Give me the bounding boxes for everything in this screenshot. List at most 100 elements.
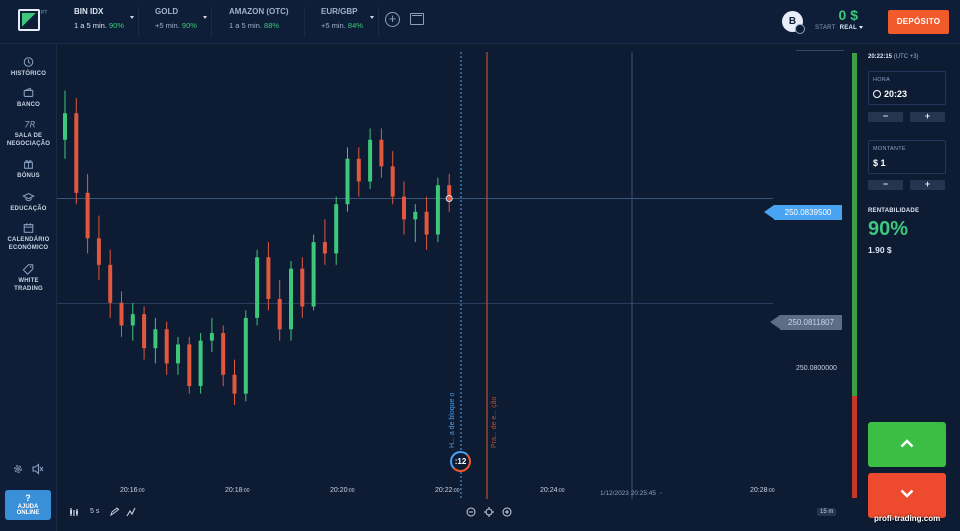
reference-price-tag: 250.0811807 <box>770 315 842 330</box>
account-mode-switch[interactable]: START REAL <box>815 25 864 31</box>
calendar-icon <box>23 223 34 233</box>
chevron-down-icon[interactable] <box>130 16 134 19</box>
candle-body <box>266 257 271 299</box>
zoom-reset-icon[interactable] <box>484 507 494 517</box>
wallet-icon <box>23 87 34 97</box>
current-price-tag: 250.0839500 <box>764 205 842 220</box>
countdown-timer: :12 <box>450 451 471 472</box>
trade-panel: 20:22:15 (UTC +3) HORA 20:23 − + MONTANT… <box>862 44 960 531</box>
candle-body <box>289 268 293 330</box>
add-asset-button[interactable]: + <box>385 12 400 27</box>
profit-value: 1.90 $ <box>868 245 892 255</box>
mode-real[interactable]: REAL <box>839 25 858 31</box>
asset-tab-gold[interactable]: GOLD +5 min. 90% <box>145 7 212 37</box>
asset-timing: 1 a 5 min. 88% <box>229 21 280 30</box>
candle-body <box>255 257 260 318</box>
expiration-label: Pra... de e... ção <box>491 396 498 448</box>
asset-tab-bin-idx[interactable]: BIN IDX 1 a 5 min. 90% <box>64 7 139 37</box>
expiry-time-field[interactable]: HORA 20:23 <box>868 71 946 105</box>
deposit-button[interactable]: DEPÓSITO <box>888 10 949 34</box>
sidebar-item-bonus[interactable]: BÓNUS <box>0 158 57 180</box>
asset-name: BIN IDX <box>74 7 104 16</box>
sidebar-item-label: CALENDÁRIO ECONÓMICO <box>7 237 50 251</box>
time-tick: 20:16:00 <box>120 487 145 494</box>
asset-name: GOLD <box>155 7 179 16</box>
speaker-icon[interactable] <box>32 463 44 475</box>
timeframe-button[interactable]: 5 s <box>90 508 100 515</box>
tag-icon <box>22 264 34 275</box>
mode-start[interactable]: START <box>815 25 836 31</box>
trader-sentiment-bar <box>852 53 857 498</box>
sidebar-item-label: HISTÓRICO <box>10 71 47 77</box>
candle-body <box>243 317 248 394</box>
graduation-cap-icon <box>22 192 35 202</box>
sidebar-item-economic-calendar[interactable]: CALENDÁRIO ECONÓMICO <box>0 222 57 252</box>
purchase-deadline-label: H... a de bloque o <box>449 392 456 448</box>
zoom-out-icon[interactable] <box>466 507 476 517</box>
indicators-icon[interactable] <box>126 507 136 517</box>
help-icon: ? <box>25 493 31 503</box>
candle-body <box>368 139 373 182</box>
time-tick: 20:24:00 <box>540 487 565 494</box>
account-coin-icon[interactable]: B <box>782 11 805 34</box>
call-up-button[interactable] <box>868 422 946 467</box>
price-chart[interactable] <box>57 44 850 504</box>
candle-body <box>164 329 169 364</box>
help-label: AJUDA ONLINE <box>16 504 40 516</box>
candle-body <box>74 113 79 193</box>
amount-decrease-button[interactable]: − <box>868 180 903 190</box>
candle-body <box>447 185 452 201</box>
field-value: 20:23 <box>873 89 907 99</box>
candle-body <box>277 298 282 330</box>
watermark: profi-trading.com <box>874 514 941 523</box>
candlestick-chart[interactable] <box>57 44 850 504</box>
time-decrease-button[interactable]: − <box>868 112 903 122</box>
app-logo[interactable] <box>18 9 40 31</box>
chevron-down-icon <box>900 489 914 498</box>
candle-body <box>221 333 226 375</box>
candle-period-badge[interactable]: 15 m <box>817 508 837 516</box>
candle-body <box>379 139 384 167</box>
sidebar-item-label: BÓNUS <box>17 173 40 179</box>
sidebar-item-history[interactable]: HISTÓRICO <box>0 56 57 78</box>
asset-tab-eur-gbp[interactable]: EUR/GBP +5 min. 84% <box>311 7 379 37</box>
candle-body <box>232 374 237 394</box>
zoom-in-icon[interactable] <box>502 507 512 517</box>
amount-increase-button[interactable]: + <box>910 180 945 190</box>
time-tick: 20:28:00 <box>750 487 775 494</box>
candle-body <box>402 196 406 220</box>
top-bar: PT BIN IDX 1 a 5 min. 90% GOLD +5 min. 9… <box>0 0 960 44</box>
server-clock: 20:22:15 (UTC +3) <box>868 54 919 60</box>
time-tick: 20:22:00 <box>435 487 460 494</box>
time-tick: 20:20:00 <box>330 487 355 494</box>
candle-body <box>198 340 203 387</box>
layout-icon[interactable] <box>410 13 424 25</box>
current-price-marker <box>445 195 453 203</box>
amount-field[interactable]: MONTANTE $ 1 <box>868 140 946 174</box>
sidebar-item-white-trading[interactable]: WHITE TRADING <box>0 263 57 293</box>
sidebar-item-education[interactable]: EDUCAÇÃO <box>0 191 57 213</box>
candle-body <box>85 192 90 239</box>
candle-body <box>209 333 214 341</box>
time-increase-button[interactable]: + <box>910 112 945 122</box>
sidebar-item-label: SALA DE NEGOCIAÇÃO <box>6 133 51 147</box>
gear-icon[interactable] <box>14 465 22 473</box>
asset-tab-amazon-otc[interactable]: AMAZON (OTC) 1 a 5 min. 88% <box>219 7 305 37</box>
sidebar-item-bank[interactable]: BANCO <box>0 87 57 109</box>
chevron-down-icon[interactable] <box>203 16 207 19</box>
asset-name: AMAZON (OTC) <box>229 7 289 16</box>
put-down-button[interactable] <box>868 473 946 518</box>
candle-body <box>334 204 339 254</box>
candle-body <box>153 329 158 349</box>
chevron-down-icon[interactable] <box>370 16 374 19</box>
sidebar-item-trading-room[interactable]: 7R SALA DE NEGOCIAÇÃO <box>0 118 57 148</box>
candles-icon[interactable] <box>69 507 79 517</box>
field-value: $ 1 <box>873 158 886 168</box>
candle-body <box>176 344 180 364</box>
candle-body <box>130 314 135 326</box>
pencil-icon[interactable] <box>109 507 119 517</box>
chevron-down-icon[interactable] <box>859 25 864 29</box>
profitability-percent: 90% <box>868 218 909 240</box>
candle-body <box>311 242 316 307</box>
online-help-button[interactable]: ? AJUDA ONLINE <box>5 490 51 520</box>
